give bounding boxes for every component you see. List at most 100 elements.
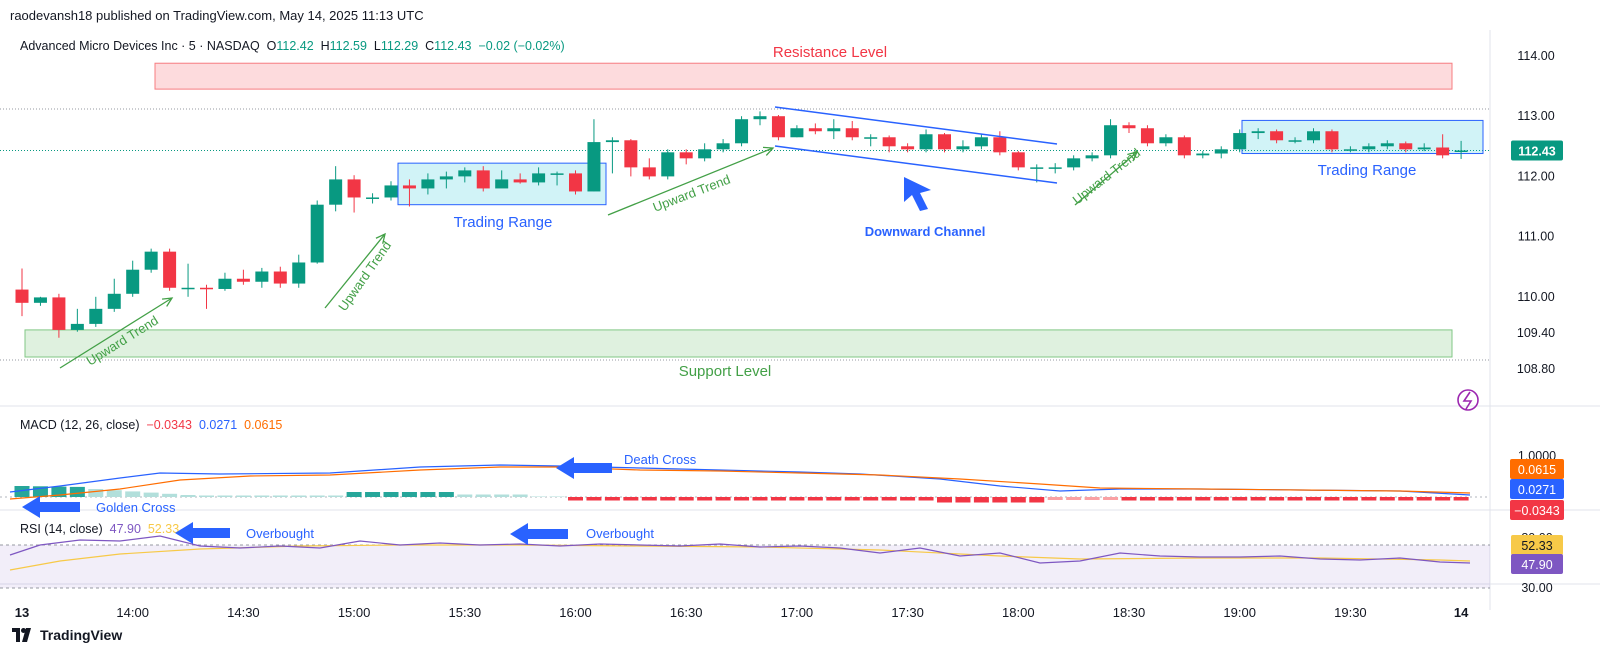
tradingview-logo[interactable]: TradingView <box>12 627 122 643</box>
macd-histogram-bar <box>604 497 620 501</box>
time-tick-label: 14 <box>1454 605 1469 620</box>
rsi-value-tag-text: 47.90 <box>1521 558 1552 572</box>
price-tick-label: 114.00 <box>1517 49 1554 63</box>
macd-histogram-bar <box>512 494 528 497</box>
price-tick-label: 111.00 <box>1518 230 1554 244</box>
macd-histogram-bar <box>217 495 233 497</box>
macd-histogram-bar <box>1250 497 1266 501</box>
rsi-band <box>0 545 1490 588</box>
downward-channel-label: Downward Channel <box>865 224 986 239</box>
candle <box>642 167 656 177</box>
upward-trend-arrow <box>59 297 173 369</box>
support-zone <box>24 329 1453 358</box>
support-label: Support Level <box>679 363 772 380</box>
candle <box>587 142 601 192</box>
candle <box>439 176 453 180</box>
candle <box>107 293 121 309</box>
candle <box>255 271 269 282</box>
macd-histogram-bar <box>1269 497 1285 501</box>
macd-histogram-bar <box>531 496 547 497</box>
channel-upper-line <box>774 106 1058 145</box>
macd-histogram-bar <box>1306 497 1321 501</box>
candle <box>532 173 546 183</box>
macd-histogram-bar <box>1158 497 1174 501</box>
overbought-label: Overbought <box>246 526 314 541</box>
time-tick-label: 16:30 <box>670 605 703 620</box>
macd-histogram-bar <box>494 494 510 497</box>
time-tick-label: 15:00 <box>338 605 371 620</box>
candle <box>458 170 472 177</box>
upward-trend-arrow <box>324 233 386 309</box>
arrow-head-icon <box>762 146 775 156</box>
candle <box>513 179 527 183</box>
rsi-line <box>9 535 1471 564</box>
open-value: 112.42 <box>276 39 314 53</box>
candle <box>421 179 435 189</box>
macd-histogram-bar <box>918 497 934 501</box>
time-tick-label: 17:30 <box>891 605 924 620</box>
price-tick-label: 113.00 <box>1517 109 1554 123</box>
symbol-name: Advanced Micro Devices Inc · 5 · NASDAQ <box>20 39 260 53</box>
macd-histogram-bar <box>143 492 159 497</box>
candle <box>163 251 177 288</box>
candle <box>1307 131 1320 141</box>
candle <box>1177 137 1191 156</box>
arrow-head-icon <box>375 232 386 244</box>
time-tick-label: 19:00 <box>1223 605 1256 620</box>
macd-histogram-bar <box>1066 497 1082 500</box>
time-tick-label: 15:30 <box>449 605 482 620</box>
arrow-left-icon <box>22 496 80 518</box>
candle <box>679 152 693 159</box>
macd-line-value: 0.0271 <box>198 418 238 432</box>
macd-histogram-bar <box>1232 497 1248 501</box>
high-value: 112.59 <box>329 39 367 53</box>
candle <box>698 149 712 159</box>
candle <box>735 119 749 144</box>
candle <box>218 278 232 289</box>
macd-value-tag <box>1510 500 1564 520</box>
macd-histogram-bar <box>937 497 952 503</box>
candle <box>1140 128 1154 144</box>
bolt-icon <box>1457 389 1479 411</box>
candle <box>402 185 416 189</box>
arrow-left-icon <box>510 523 568 545</box>
time-tick-label: 16:00 <box>559 605 592 620</box>
candle <box>716 143 730 150</box>
price-tick-label: 110.00 <box>1517 290 1554 304</box>
macd-histogram-bar <box>272 495 288 497</box>
macd-histogram-bar <box>844 497 860 501</box>
macd-histogram-bar <box>420 492 436 497</box>
macd-histogram-bar <box>715 497 731 501</box>
macd-histogram-bar <box>549 496 565 497</box>
candle <box>661 152 675 177</box>
macd-histogram-bar <box>586 497 602 501</box>
candle <box>1288 140 1302 142</box>
macd-histogram-bar <box>125 491 141 497</box>
price-tick-label: 108.80 <box>1517 362 1555 376</box>
candle <box>1436 147 1450 156</box>
macd-histogram-bar <box>1324 497 1340 501</box>
macd-histogram-bar <box>955 497 971 503</box>
macd-histogram-bar <box>992 497 1008 503</box>
rsi-value: 47.90 <box>109 522 141 536</box>
brand-name: TradingView <box>40 627 123 643</box>
macd-histogram-bar <box>752 497 768 501</box>
candle <box>126 269 140 294</box>
macd-histogram-bar <box>457 494 473 497</box>
candle <box>550 173 564 175</box>
macd-histogram-bar <box>678 497 694 501</box>
macd-histogram-bar <box>1379 497 1395 501</box>
macd-histogram-bar <box>88 489 104 497</box>
tradingview-logo-icon <box>12 628 31 642</box>
time-tick-label: 17:00 <box>781 605 814 620</box>
candle <box>882 137 896 147</box>
macd-histogram-bar <box>568 497 583 501</box>
macd-line <box>9 464 1471 496</box>
macd-histogram-bar <box>1453 497 1469 501</box>
candle <box>1380 143 1394 147</box>
candle <box>993 137 1007 153</box>
candle <box>366 197 380 199</box>
last-price-tag <box>1511 140 1563 161</box>
overbought-label: Overbought <box>586 526 654 541</box>
